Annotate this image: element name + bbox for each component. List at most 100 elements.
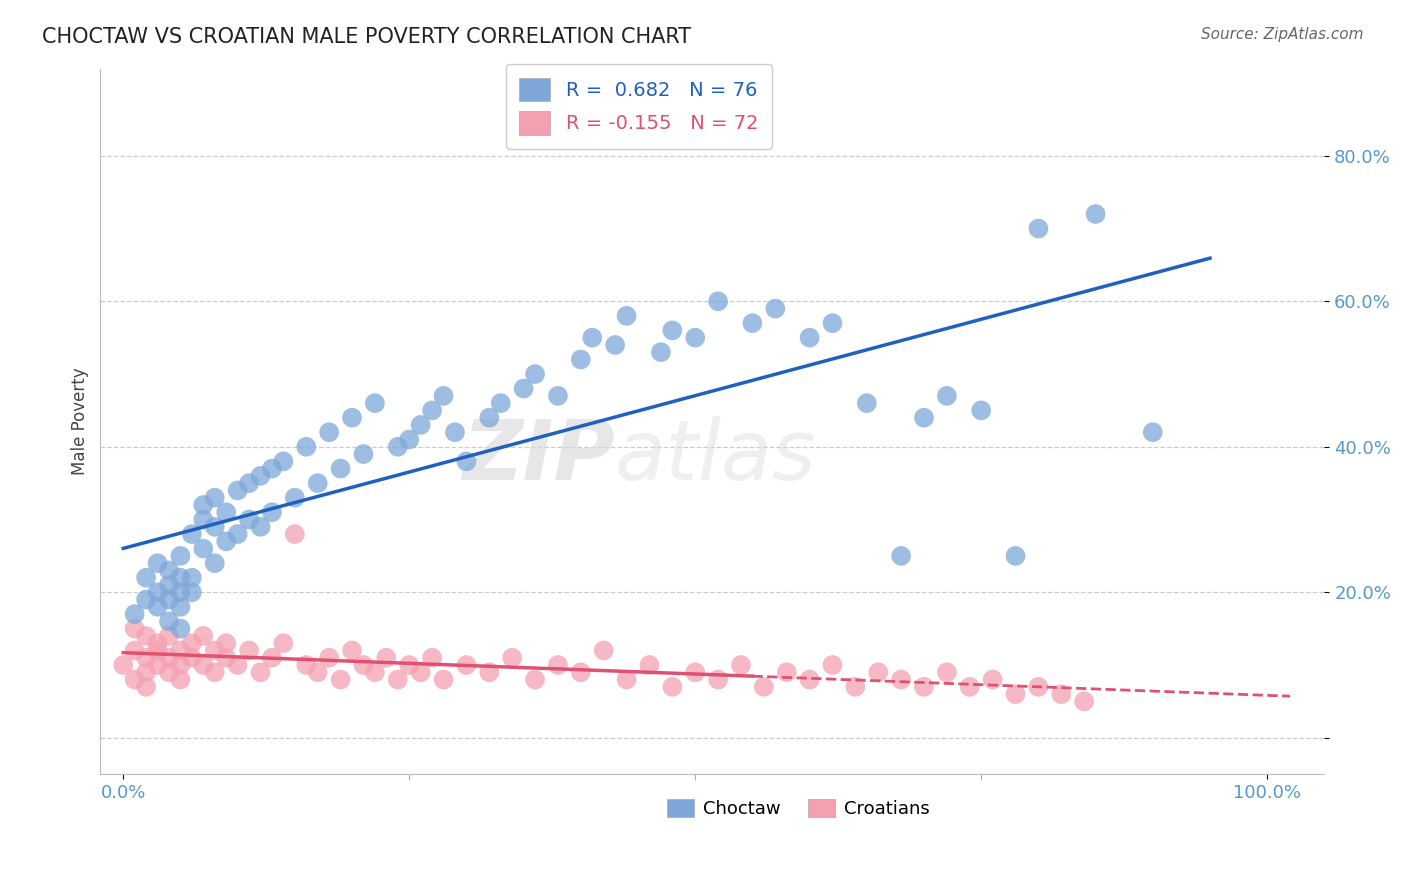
Point [260, 650, 283, 665]
Text: ZIP: ZIP [461, 416, 614, 497]
Point [146, 636, 169, 650]
Point [569, 352, 592, 367]
Point [444, 425, 467, 440]
Point [683, 331, 706, 345]
Point [581, 331, 603, 345]
Point [273, 636, 295, 650]
Point [135, 650, 157, 665]
Point [959, 680, 981, 694]
Point [204, 556, 226, 570]
Point [605, 338, 627, 352]
Point [478, 410, 501, 425]
Point [157, 650, 180, 665]
Point [856, 396, 879, 410]
Point [340, 410, 363, 425]
Point [616, 309, 638, 323]
Point [238, 512, 260, 526]
Point [752, 680, 775, 694]
Point [409, 417, 432, 432]
Point [1142, 425, 1164, 440]
Point [193, 541, 215, 556]
Point [970, 403, 993, 417]
Y-axis label: Male Poverty: Male Poverty [72, 368, 89, 475]
Point [284, 527, 307, 541]
Point [420, 650, 443, 665]
Point [409, 665, 432, 680]
Point [353, 658, 375, 673]
Point [193, 512, 215, 526]
Point [547, 658, 569, 673]
Point [193, 658, 215, 673]
Point [124, 622, 146, 636]
Point [180, 571, 202, 585]
Point [157, 564, 180, 578]
Point [890, 673, 912, 687]
Point [215, 534, 238, 549]
Point [157, 592, 180, 607]
Point [650, 345, 672, 359]
Point [226, 483, 249, 498]
Point [730, 658, 752, 673]
Point [821, 316, 844, 330]
Point [169, 585, 191, 599]
Point [890, 549, 912, 563]
Point [204, 491, 226, 505]
Point [135, 680, 157, 694]
Point [135, 592, 157, 607]
Point [215, 636, 238, 650]
Point [146, 585, 169, 599]
Point [1073, 694, 1095, 708]
Point [135, 665, 157, 680]
Point [707, 294, 730, 309]
Point [844, 680, 866, 694]
Point [204, 643, 226, 657]
Point [432, 673, 454, 687]
Point [398, 658, 420, 673]
Point [157, 578, 180, 592]
Point [249, 665, 271, 680]
Point [387, 440, 409, 454]
Point [799, 331, 821, 345]
Point [776, 665, 799, 680]
Point [1050, 687, 1073, 701]
Point [273, 454, 295, 468]
Point [157, 615, 180, 629]
Point [375, 650, 398, 665]
Point [981, 673, 1004, 687]
Point [193, 629, 215, 643]
Point [661, 323, 683, 337]
Point [180, 650, 202, 665]
Point [1004, 549, 1026, 563]
Point [169, 673, 191, 687]
Point [204, 665, 226, 680]
Point [1004, 687, 1026, 701]
Point [124, 643, 146, 657]
Point [387, 673, 409, 687]
Point [295, 658, 318, 673]
Point [180, 585, 202, 599]
Point [821, 658, 844, 673]
Point [661, 680, 683, 694]
Point [741, 316, 763, 330]
Point [180, 636, 202, 650]
Point [638, 658, 661, 673]
Point [193, 498, 215, 512]
Point [215, 650, 238, 665]
Point [524, 367, 547, 381]
Point [1028, 680, 1050, 694]
Point [169, 622, 191, 636]
Legend: Choctaw, Croatians: Choctaw, Croatians [659, 791, 936, 825]
Point [215, 505, 238, 519]
Point [329, 673, 352, 687]
Point [616, 673, 638, 687]
Point [547, 389, 569, 403]
Point [249, 520, 271, 534]
Point [284, 491, 307, 505]
Point [146, 599, 169, 614]
Point [1084, 207, 1107, 221]
Point [135, 571, 157, 585]
Point [524, 673, 547, 687]
Point [935, 665, 957, 680]
Point [592, 643, 614, 657]
Point [124, 607, 146, 621]
